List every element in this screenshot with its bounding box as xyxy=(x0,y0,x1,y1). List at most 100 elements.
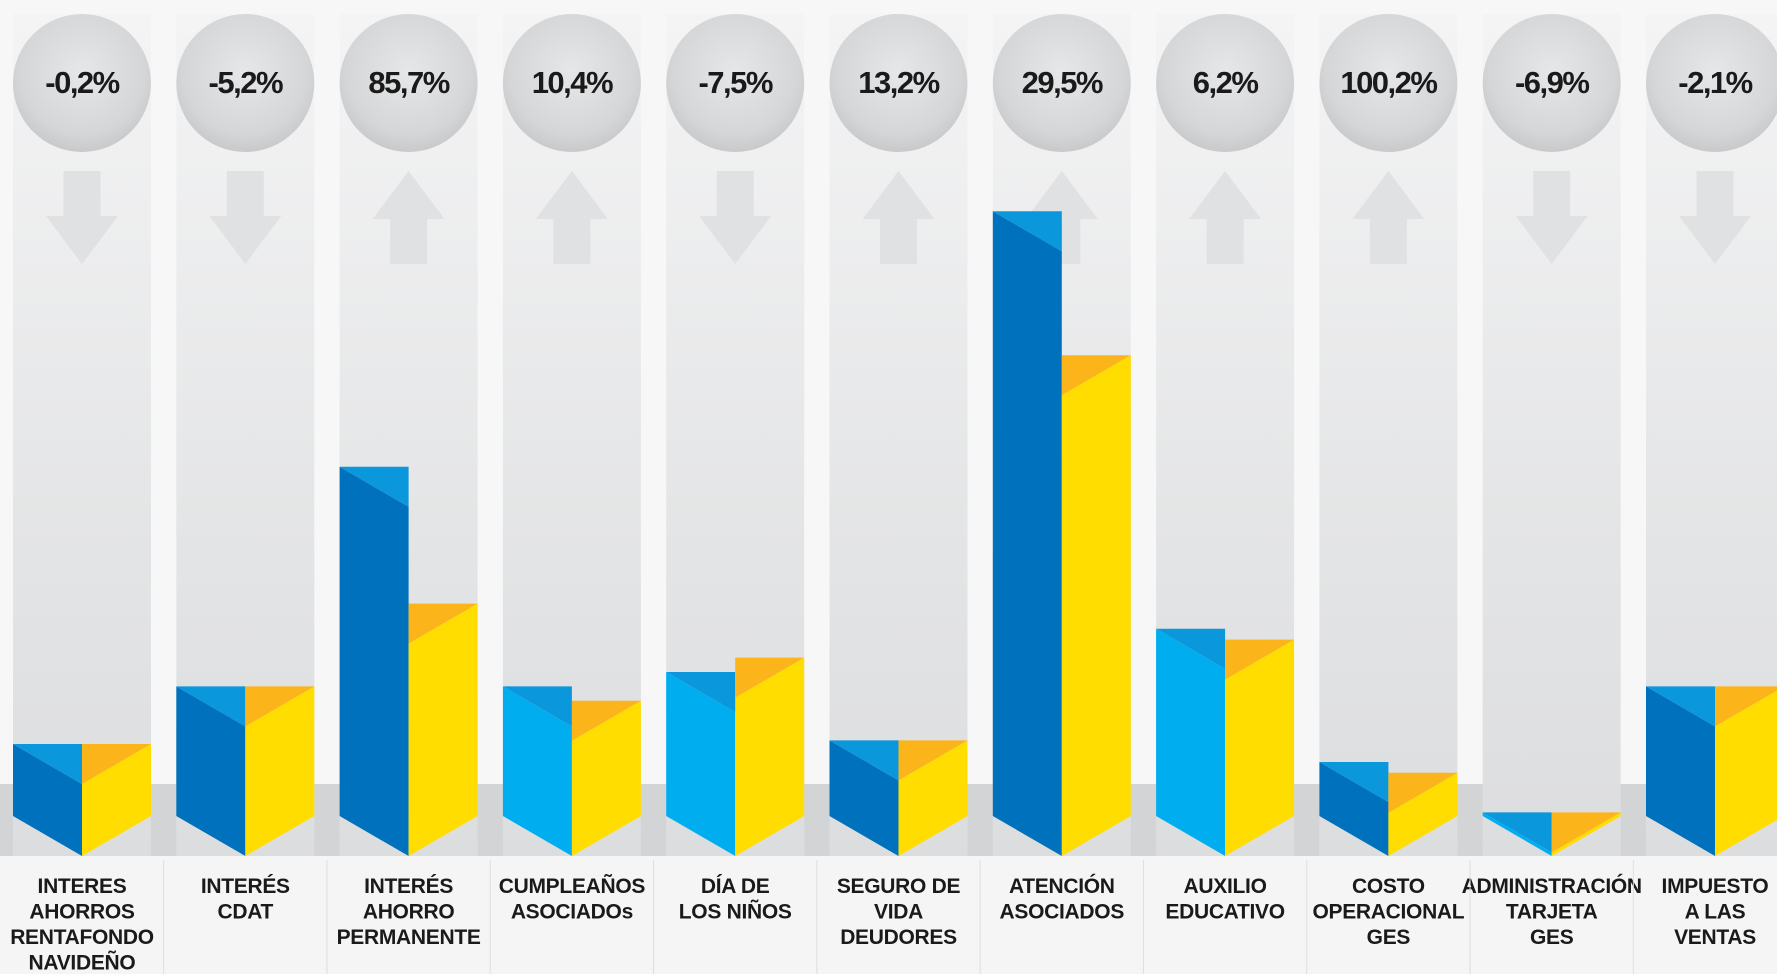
bar-yellow-top xyxy=(82,744,151,784)
category-label: VIDA xyxy=(874,901,923,924)
change-label: -2,1% xyxy=(1678,65,1752,100)
category-label: RENTAFONDO xyxy=(10,926,154,949)
category-label: DEUDORES xyxy=(840,926,957,949)
change-label: -7,5% xyxy=(698,65,772,100)
bar-yellow-face xyxy=(1061,355,1131,856)
bar-blue-face xyxy=(502,686,572,856)
category-label: INTERES xyxy=(38,875,127,898)
bar-yellow-top xyxy=(1715,686,1777,727)
bar-blue-face xyxy=(992,211,1062,856)
category-label: CUMPLEAÑOS xyxy=(499,875,646,898)
label-band xyxy=(0,856,1777,974)
bar-blue-top xyxy=(1156,628,1226,669)
bar-yellow-top xyxy=(408,603,478,644)
change-label: 13,2% xyxy=(858,65,939,100)
bar-yellow-face xyxy=(1551,812,1621,856)
bar-blue-top xyxy=(1319,762,1389,802)
bar-yellow-top xyxy=(1388,772,1458,813)
arrow-down-icon xyxy=(1515,171,1588,264)
bar-blue-face xyxy=(1319,762,1389,856)
arrow-up-icon xyxy=(1189,171,1262,264)
category-label: INTERÉS xyxy=(201,875,290,898)
category-label: ASOCIADOS xyxy=(1000,901,1125,924)
arrow-down-icon xyxy=(209,171,282,264)
bar-blue-face xyxy=(339,466,409,856)
category-label: GES xyxy=(1530,926,1574,949)
category-label: INTERÉS xyxy=(364,875,453,898)
category-group: -5,2% INTERÉS CDAT xyxy=(163,14,315,974)
bar-yellow-top xyxy=(735,657,805,698)
category-label: ADMINISTRACIÓN xyxy=(1462,874,1642,898)
bar-yellow-top xyxy=(571,700,641,741)
column-background xyxy=(829,14,968,856)
bar-blue-top xyxy=(1646,686,1715,727)
category-group: 6,2% AUXILIO EDUCATIVO xyxy=(1142,14,1295,974)
change-label: 100,2% xyxy=(1340,65,1437,100)
bar-yellow-top xyxy=(898,740,968,781)
bar-yellow-top xyxy=(1225,639,1295,680)
category-label: ASOCIADOs xyxy=(511,901,633,924)
change-label: 85,7% xyxy=(368,65,449,100)
change-badge xyxy=(339,14,478,152)
bar-blue-top xyxy=(992,211,1062,252)
change-badge xyxy=(1156,14,1295,152)
category-label: DÍA DE xyxy=(701,875,770,898)
column-background xyxy=(1482,14,1621,856)
category-label: ATENCIÓN xyxy=(1009,874,1115,898)
bar-yellow-face xyxy=(245,686,315,856)
arrow-down-icon xyxy=(1679,171,1751,264)
change-label: 6,2% xyxy=(1193,65,1259,100)
category-label: PERMANENTE xyxy=(337,926,481,949)
bar-yellow-face xyxy=(82,744,151,856)
bar-blue-face xyxy=(1482,812,1552,856)
category-label: SEGURO DE xyxy=(837,875,961,898)
category-group: 29,5% ATENCIÓN ASOCIADOS xyxy=(979,14,1131,974)
change-label: 10,4% xyxy=(532,65,613,100)
category-label: COSTO xyxy=(1352,875,1425,898)
category-label: CDAT xyxy=(218,901,274,924)
change-badge xyxy=(1646,14,1777,152)
change-badge xyxy=(992,14,1131,152)
category-label: EDUCATIVO xyxy=(1165,901,1284,924)
category-label: NAVIDEÑO xyxy=(29,952,136,974)
change-label: 29,5% xyxy=(1022,65,1103,100)
column-background xyxy=(13,14,151,856)
bar-blue-top xyxy=(339,466,409,507)
change-badge xyxy=(1319,14,1458,152)
column-background xyxy=(1319,14,1458,856)
category-label: GES xyxy=(1367,926,1411,949)
bar-yellow-face xyxy=(898,740,968,856)
arrow-down-icon xyxy=(46,171,118,264)
category-label: LOS NIÑOS xyxy=(679,901,792,924)
category-group: -7,5% DÍA DE LOS NIÑOS xyxy=(653,14,805,974)
bar-blue-face xyxy=(13,744,82,856)
bar-yellow-top xyxy=(1061,355,1131,396)
bar-blue-face xyxy=(176,686,246,856)
arrow-up-icon xyxy=(535,171,608,264)
change-label: -5,2% xyxy=(209,65,283,100)
bar-yellow-face xyxy=(1225,639,1295,856)
bar-yellow-face xyxy=(735,657,805,856)
category-label: A LAS xyxy=(1685,901,1746,924)
arrow-down-icon xyxy=(699,171,772,264)
bar-blue-top xyxy=(829,740,899,781)
bar-blue-face xyxy=(1646,686,1715,856)
bar-yellow-top xyxy=(245,686,315,727)
bar-blue-face xyxy=(829,740,899,856)
change-label: -0,2% xyxy=(45,65,119,100)
category-label: AHORROS xyxy=(29,901,135,924)
bar-blue-face xyxy=(1156,628,1226,856)
change-badge xyxy=(1482,14,1621,152)
bar-yellow-face xyxy=(571,700,641,856)
change-badge xyxy=(13,14,151,152)
category-label: AUXILIO xyxy=(1184,875,1267,898)
bar-yellow-face xyxy=(1388,772,1458,856)
bar-blue-top xyxy=(666,672,736,712)
